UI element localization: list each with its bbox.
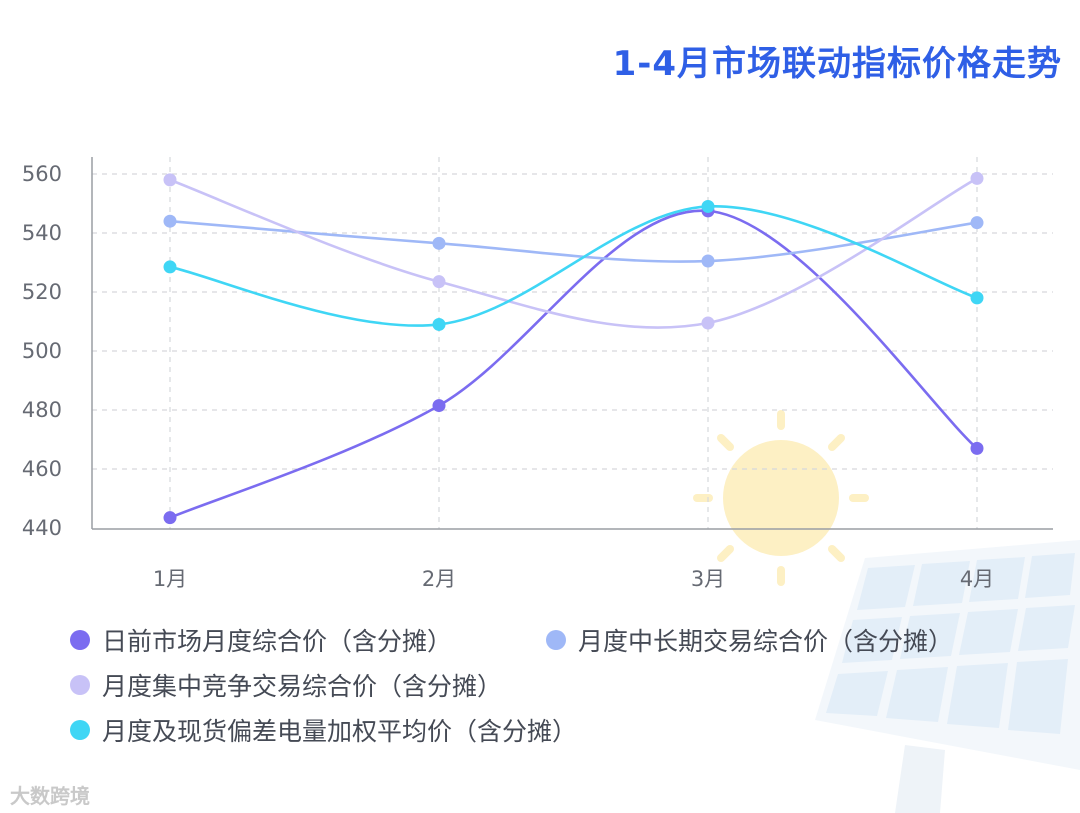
series-lines xyxy=(169,177,978,519)
data-point[interactable] xyxy=(432,236,446,250)
data-point[interactable] xyxy=(432,317,446,331)
solar-panel-icon xyxy=(815,540,1080,813)
y-tick-label: 480 xyxy=(22,398,62,422)
series-line-1 xyxy=(169,219,978,263)
legend-dot xyxy=(70,630,90,650)
data-point[interactable] xyxy=(701,254,715,268)
legend-label: 日前市场月度综合价（含分摊） xyxy=(102,627,453,656)
legend-dot xyxy=(70,720,90,740)
legend-item-day-ahead[interactable]: 日前市场月度综合价（含分摊） xyxy=(70,622,452,658)
legend-item-centralized-bidding[interactable]: 月度集中竞争交易综合价（含分摊） xyxy=(70,667,502,703)
data-point[interactable] xyxy=(701,316,715,330)
data-point[interactable] xyxy=(701,199,715,213)
y-axis-ticks: 440 460 480 500 520 540 560 xyxy=(22,162,62,540)
x-tick-label: 2月 xyxy=(422,567,456,591)
y-tick-label: 460 xyxy=(22,457,62,481)
legend-label: 月度集中竞争交易综合价（含分摊） xyxy=(102,672,503,701)
series-line-0 xyxy=(169,209,978,519)
series-line-3 xyxy=(169,205,978,327)
data-point[interactable] xyxy=(163,214,177,228)
chart-title: 1-4月市场联动指标价格走势 xyxy=(612,44,1062,84)
data-point[interactable] xyxy=(970,291,984,305)
data-point[interactable] xyxy=(163,173,177,187)
legend-label: 月度中长期交易综合价（含分摊） xyxy=(578,627,954,656)
legend-item-mid-long-term[interactable]: 月度中长期交易综合价（含分摊） xyxy=(546,622,953,658)
y-tick-label: 540 xyxy=(22,221,62,245)
axes xyxy=(91,157,1053,530)
data-point[interactable] xyxy=(970,171,984,185)
data-point[interactable] xyxy=(163,260,177,274)
grid xyxy=(92,157,1053,529)
legend-dot xyxy=(70,675,90,695)
data-point[interactable] xyxy=(970,216,984,230)
y-tick-label: 440 xyxy=(22,516,62,540)
y-tick-label: 560 xyxy=(22,162,62,186)
x-axis-ticks: 1月 2月 3月 4月 xyxy=(153,567,994,591)
legend-dot xyxy=(546,630,566,650)
y-tick-label: 500 xyxy=(22,339,62,363)
watermark: 大数跨境 xyxy=(10,784,90,808)
data-point[interactable] xyxy=(432,399,446,413)
x-tick-label: 3月 xyxy=(691,567,725,591)
legend-item-deviation-weighted[interactable]: 月度及现货偏差电量加权平均价（含分摊） xyxy=(70,712,577,748)
series-points xyxy=(163,171,984,525)
series-line-2 xyxy=(169,177,978,329)
y-tick-label: 520 xyxy=(22,280,62,304)
x-tick-label: 1月 xyxy=(153,567,187,591)
x-tick-label: 4月 xyxy=(960,567,994,591)
data-point[interactable] xyxy=(163,511,177,525)
data-point[interactable] xyxy=(432,275,446,289)
legend-label: 月度及现货偏差电量加权平均价（含分摊） xyxy=(102,717,578,746)
data-point[interactable] xyxy=(970,441,984,455)
